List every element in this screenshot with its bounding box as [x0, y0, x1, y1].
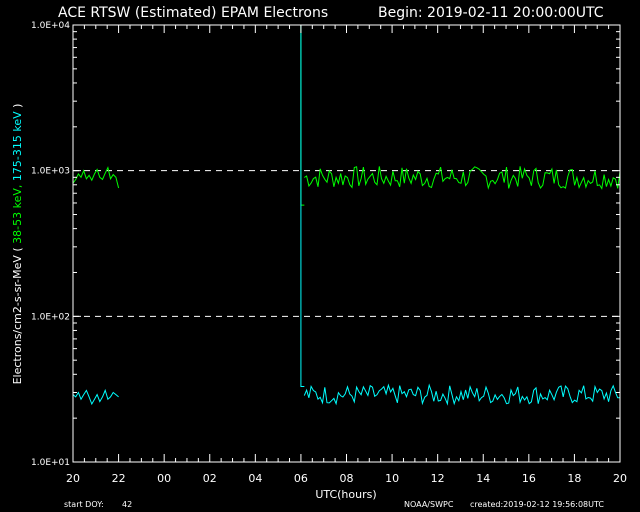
x-tick-label: 06 [294, 472, 308, 485]
y-tick-label: 1.0E+04 [31, 21, 70, 31]
y-axis-label-part: Electrons/cm2-s-sr-MeV ( [11, 244, 24, 385]
series-line-0 [72, 166, 120, 189]
x-tick-label: 20 [66, 472, 80, 485]
data-source: NOAA/SWPC [404, 500, 454, 509]
y-tick-label: 1.0E+03 [31, 167, 70, 177]
axes: 20 22 00 02 04 06 08 10 12 14 16 18 20 1.0E+04 1.0E+03… [31, 21, 627, 485]
series-line-0 [304, 166, 621, 190]
x-tick-label: 10 [385, 472, 399, 485]
y-axis-label-part: ) [11, 104, 24, 112]
grid-lines [73, 170, 620, 317]
y-tick-label: 1.0E+01 [31, 458, 70, 468]
series-line-1 [303, 383, 620, 406]
x-axis-label: UTC(hours) [315, 488, 376, 501]
x-tick-label: 00 [157, 472, 171, 485]
begin-time: Begin: 2019-02-11 20:00:00UTC [378, 5, 604, 21]
x-tick-label: 12 [431, 472, 445, 485]
x-tick-label: 18 [567, 472, 581, 485]
y-tick-label: 1.0E+02 [31, 312, 70, 322]
data-series [72, 25, 621, 406]
chart-title: ACE RTSW (Estimated) EPAM Electrons [58, 5, 328, 21]
y-axis-label-part: 38-53 keV, [11, 185, 24, 244]
start-doy-label: start DOY: [64, 500, 104, 509]
series-line-1 [72, 388, 119, 406]
start-doy-value: 42 [122, 500, 132, 509]
x-tick-label: 20 [613, 472, 627, 485]
x-tick-label: 22 [112, 472, 126, 485]
created-timestamp: created:2019-02-12 19:56:08UTC [470, 500, 604, 509]
y-axis-label-part: 175-315 keV [11, 111, 24, 181]
x-tick-label: 04 [248, 472, 262, 485]
x-tick-label: 02 [203, 472, 217, 485]
series-drop-1 [300, 25, 305, 387]
y-axis-label: Electrons/cm2-s-sr-MeV ( 38-53 keV, 175-… [11, 104, 24, 385]
x-tick-label: 08 [340, 472, 354, 485]
x-tick-label: 14 [476, 472, 490, 485]
x-tick-label: 16 [522, 472, 536, 485]
